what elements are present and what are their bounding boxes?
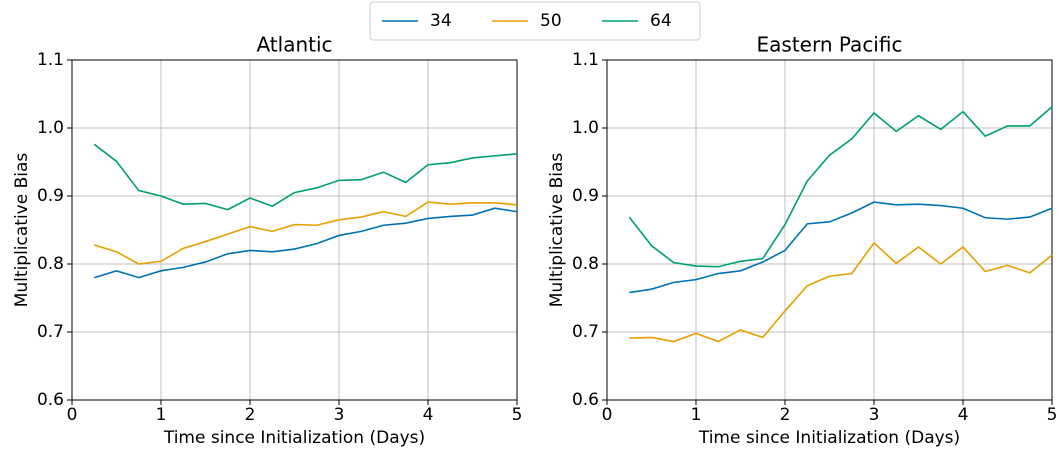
x-tick-label: 4 (423, 405, 434, 425)
x-tick-label: 2 (780, 405, 791, 425)
x-tick-label: 0 (602, 405, 613, 425)
y-tick-label: 1.1 (572, 50, 599, 70)
y-tick-label: 0.7 (37, 322, 64, 342)
x-tick-label: 5 (512, 405, 523, 425)
y-tick-label: 0.6 (37, 390, 64, 410)
x-tick-label: 2 (245, 405, 256, 425)
y-axis-label: Multiplicative Bias (547, 153, 567, 308)
legend-box (369, 1, 701, 41)
chart-title: Atlantic (256, 33, 332, 57)
x-tick-label: 3 (334, 405, 345, 425)
y-tick-label: 0.9 (572, 186, 599, 206)
y-tick-label: 1.0 (572, 118, 599, 138)
x-tick-label: 1 (156, 405, 167, 425)
series-line (93, 143, 518, 211)
y-tick-label: 0.6 (572, 390, 599, 410)
plot-frame (71, 59, 518, 401)
y-tick-label: 0.8 (37, 254, 64, 274)
legend-label: 64 (650, 11, 672, 31)
x-tick-label: 4 (958, 405, 969, 425)
x-tick-label: 1 (691, 405, 702, 425)
series-line (94, 201, 518, 265)
y-tick-label: 0.8 (572, 254, 599, 274)
y-tick-label: 0.7 (572, 322, 599, 342)
chart-title: Eastern Pacific (757, 33, 903, 57)
series-line (629, 241, 1053, 343)
legend-label: 34 (430, 11, 452, 31)
y-tick-label: 1.0 (37, 118, 64, 138)
x-axis-label: Time since Initialization (Days) (163, 428, 425, 448)
series-line (628, 106, 1053, 268)
y-axis-label: Multiplicative Bias (12, 153, 32, 308)
series-line (94, 207, 518, 279)
legend-label: 50 (540, 11, 562, 31)
y-tick-label: 1.1 (37, 50, 64, 70)
series-line (629, 201, 1053, 294)
x-tick-label: 3 (869, 405, 880, 425)
plot-frame (606, 59, 1053, 401)
x-tick-label: 5 (1047, 405, 1058, 425)
x-axis-label: Time since Initialization (Days) (698, 428, 960, 448)
x-tick-label: 0 (67, 405, 78, 425)
y-tick-label: 0.9 (37, 186, 64, 206)
